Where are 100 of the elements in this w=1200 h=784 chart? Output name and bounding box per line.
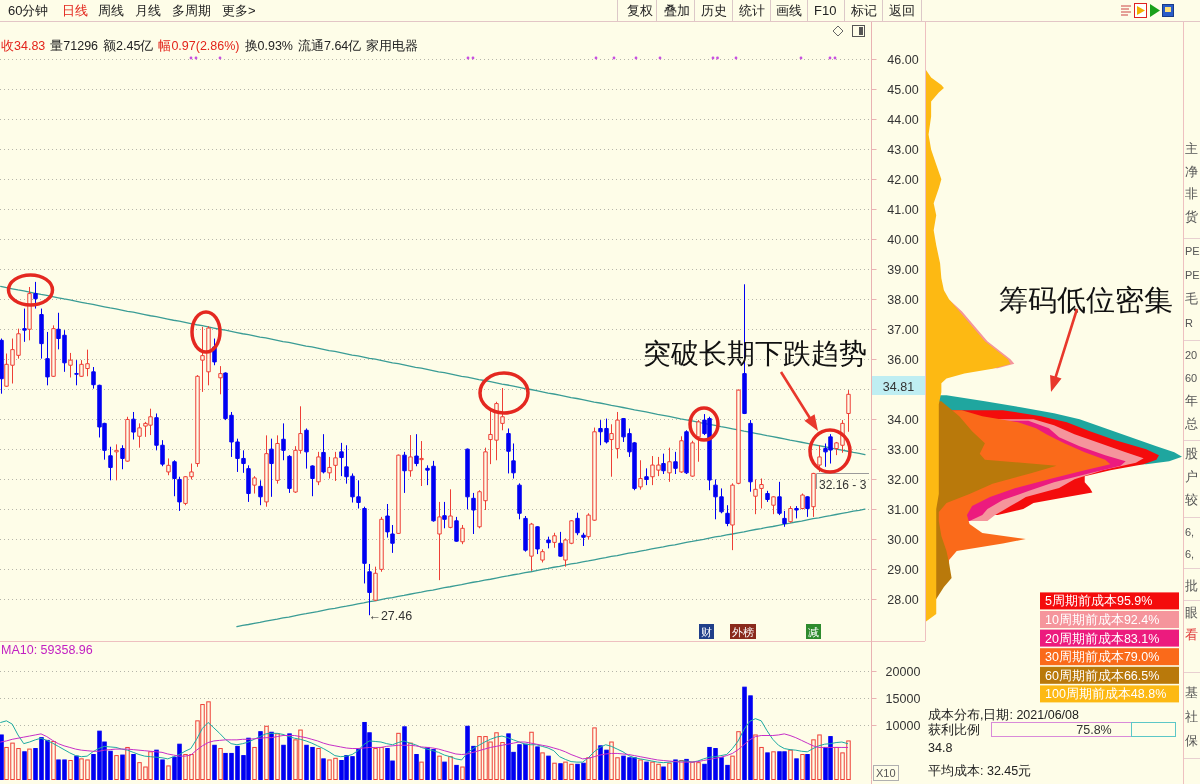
text: 净: [1185, 164, 1198, 179]
bar: [442, 761, 447, 780]
candlestick: [74, 359, 79, 386]
text: 更多>: [222, 3, 256, 18]
annotation: 幅0.97(2.86%): [158, 39, 240, 53]
candlestick: [460, 524, 465, 545]
bar: [419, 761, 424, 780]
bar: [673, 759, 678, 780]
text: 75.8%: [1076, 723, 1112, 737]
candlestick: [437, 501, 442, 581]
bar: [74, 755, 79, 780]
candlestick: [540, 548, 545, 563]
candlestick: [177, 476, 182, 512]
candlestick: [644, 467, 649, 486]
text: 统计: [739, 3, 765, 18]
text: 月线: [135, 3, 161, 18]
y-tick-label: 29.00: [887, 563, 919, 577]
candlestick: [172, 459, 177, 497]
text: 基: [1185, 685, 1198, 700]
annotation: MA10: 59358.96: [1, 643, 93, 657]
bar: [448, 756, 453, 780]
bar: [402, 726, 407, 780]
text: PE: [1185, 269, 1200, 281]
text: 100周期前成本48.8%: [1045, 687, 1167, 702]
text: R: [1185, 317, 1193, 329]
text: 平均成本: 32.45元: [928, 764, 1032, 778]
line-series: [0, 718, 849, 764]
bar: [661, 766, 666, 780]
candlestick: [385, 503, 390, 539]
candlestick: [304, 427, 309, 470]
candlestick: [448, 488, 453, 529]
candlestick: [51, 324, 56, 378]
candlestick: [679, 435, 684, 474]
text: 看: [1185, 627, 1198, 642]
candlestick: [327, 456, 332, 480]
text: 30周期前成本79.0%: [1045, 650, 1160, 665]
candlestick: [419, 440, 424, 487]
bar: [771, 751, 776, 780]
y-tick-label: 45.00: [887, 83, 919, 97]
candlestick: [114, 443, 119, 481]
candlestick: [373, 566, 378, 602]
bar: [408, 742, 413, 780]
candlestick: [667, 447, 672, 483]
text: 户: [1185, 469, 1198, 484]
bar: [264, 725, 269, 780]
candlestick: [730, 482, 735, 551]
bar: [22, 751, 27, 780]
bar: [68, 759, 73, 780]
candlestick: [68, 352, 73, 379]
y-tick-label: 31.00: [887, 503, 919, 517]
text: 货: [1185, 209, 1198, 224]
text: 获利比例: [928, 723, 980, 737]
candlestick: [108, 446, 113, 481]
candlestick: [390, 524, 395, 554]
candlestick: [546, 536, 551, 549]
bar: [638, 759, 643, 780]
text: 毛: [1185, 291, 1198, 306]
bar: [540, 752, 545, 780]
candlestick: [246, 464, 251, 503]
candlestick: [800, 493, 805, 510]
text: 返回: [889, 3, 915, 18]
candlestick: [736, 389, 741, 485]
annotation: 筹码低位密集: [999, 284, 1173, 316]
candlestick: [402, 451, 407, 494]
y-tick-label: 43.00: [887, 143, 919, 157]
candlestick: [454, 516, 459, 543]
candlestick: [661, 453, 666, 475]
bar: [131, 754, 136, 780]
candlestick: [523, 515, 528, 553]
candlestick: [367, 563, 372, 616]
bar: [125, 746, 130, 780]
bar: [546, 755, 551, 780]
candlestick: [552, 532, 557, 549]
candlestick: [22, 308, 27, 343]
y-tick-label: 39.00: [887, 263, 919, 277]
bar: [120, 754, 125, 780]
candlestick: [333, 451, 338, 482]
candlestick: [765, 490, 770, 503]
candlestick: [120, 444, 125, 470]
bar: [0, 734, 4, 780]
text: 60周期前成本66.5%: [1045, 668, 1160, 683]
y-tick-label: 20000: [885, 665, 921, 679]
candlestick: [195, 374, 200, 468]
y-tick-label: 34.00: [887, 413, 919, 427]
annotation: 流通7.64亿: [297, 38, 362, 53]
annotation: 换0.93%: [244, 39, 293, 53]
candlestick: [269, 438, 274, 498]
candlestick: [690, 440, 695, 478]
text: 34.8: [928, 741, 953, 755]
text: 非: [1185, 186, 1198, 201]
candlestick: [771, 495, 776, 515]
candlestick: [27, 286, 32, 341]
bar: [460, 766, 465, 780]
y-tick-label: 38.00: [887, 293, 919, 307]
candlestick: [218, 365, 223, 395]
text: 历史: [701, 3, 727, 18]
y-tick-label: 10000: [885, 719, 921, 733]
bar: [212, 744, 217, 780]
candlestick: [39, 308, 44, 360]
candlestick: [811, 472, 816, 518]
